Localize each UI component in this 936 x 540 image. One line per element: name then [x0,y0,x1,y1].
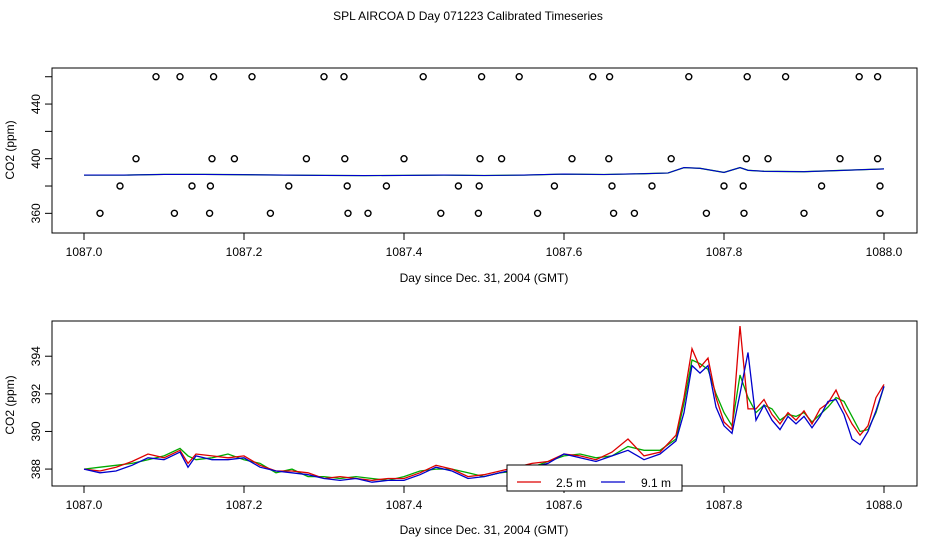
top-x-tick-label: 1087.2 [226,245,263,259]
top-data-point [667,154,675,163]
top-x-tick-label: 1087.4 [386,245,423,259]
legend-label-9-1m: 9.1 m [641,476,671,490]
top-data-point [855,72,863,81]
top-data-point [764,154,772,163]
top-data-point [302,154,311,163]
top-plot-frame [51,67,918,234]
top-data-point [96,209,104,218]
top-data-point [209,72,218,81]
top-data-point [285,182,293,190]
top-data-point [568,154,576,163]
bottom-x-axis-label: Day since Dec. 31, 2004 (GMT) [400,523,569,537]
top-data-point [364,209,372,218]
top-data-point [630,209,639,218]
top-data-point [320,72,328,81]
top-data-point [873,154,882,163]
top-x-tick-label: 1088.0 [866,245,903,259]
top-x-tick-label: 1087.6 [546,245,583,259]
top-data-point [343,182,351,190]
bottom-x-tick-label: 1087.8 [706,498,743,512]
top-data-point [382,182,391,190]
top-data-point [609,209,618,218]
top-data-point [781,72,790,81]
top-data-point [685,72,693,81]
top-data-point [454,182,463,190]
top-data-point [152,72,160,81]
bottom-series-line-2-5-m [83,326,885,482]
bottom-x-tick-label: 1088.0 [866,498,903,512]
top-data-point [132,154,140,163]
top-data-point [208,154,216,163]
top-data-point [400,154,408,163]
top-data-point [340,72,348,81]
top-data-point [648,182,656,190]
bottom-x-tick-label: 1087.2 [226,498,263,512]
top-data-point [419,72,427,81]
top-x-tick-label: 1087.0 [66,245,103,259]
top-data-point [800,209,808,218]
bottom-plot-frame [51,320,918,487]
top-y-tick-label: 440 [29,94,43,114]
bottom-x-tick-label: 1087.0 [66,498,103,512]
top-data-point [876,209,884,218]
bottom-y-tick-label: 388 [29,459,43,479]
top-data-point [608,182,616,190]
top-series-line-blue [84,167,885,177]
top-data-point [876,182,884,190]
top-data-point [344,209,352,218]
top-data-point [170,209,179,218]
top-data-point [116,182,124,190]
bottom-y-tick-label: 390 [29,421,43,441]
top-data-point [589,72,597,81]
legend: 2.5 m 9.1 m [506,464,683,492]
top-data-point [474,209,483,218]
top-data-point [605,154,613,163]
top-data-point [230,154,239,163]
top-data-point [817,182,826,190]
bottom-series-line-green [83,359,885,482]
top-data-point [176,72,184,81]
top-data-point [743,72,751,81]
top-y-tick-label: 400 [29,148,43,168]
top-data-point [497,154,506,163]
bottom-y-axis-label: CO2 (ppm) [3,375,17,434]
top-x-axis-label: Day since Dec. 31, 2004 (GMT) [400,271,569,285]
bottom-x-tick-label: 1087.6 [546,498,583,512]
top-data-point [476,154,484,163]
legend-box [506,464,683,492]
top-data-point [341,154,349,163]
top-data-point [873,72,882,81]
bottom-y-tick-label: 394 [29,346,43,366]
top-data-point [437,209,445,218]
top-data-point [188,182,196,190]
bottom-y-tick-label: 392 [29,384,43,404]
top-data-point [477,72,486,81]
top-x-tick-label: 1087.8 [706,245,743,259]
top-data-point [515,72,523,81]
top-data-point [739,182,747,190]
legend-label-2-5m: 2.5 m [556,476,586,490]
top-y-tick-label: 360 [29,203,43,223]
bottom-series-line-9-1-m [83,352,885,483]
top-data-point [742,154,751,163]
top-y-axis-label: CO2 (ppm) [3,120,17,179]
chart-title: SPL AIRCOA D Day 071223 Calibrated Times… [333,9,603,23]
top-data-point [702,209,711,218]
top-data-point [205,209,214,218]
top-data-point [836,154,844,163]
top-data-point [475,182,483,190]
top-data-point [740,209,748,218]
bottom-x-tick-label: 1087.4 [386,498,423,512]
top-data-point [248,72,256,81]
top-data-point [206,182,215,190]
top-data-point [605,72,614,81]
top-data-point [533,209,542,218]
top-data-point [266,209,275,218]
top-data-point [720,182,728,190]
top-data-point [550,182,559,190]
